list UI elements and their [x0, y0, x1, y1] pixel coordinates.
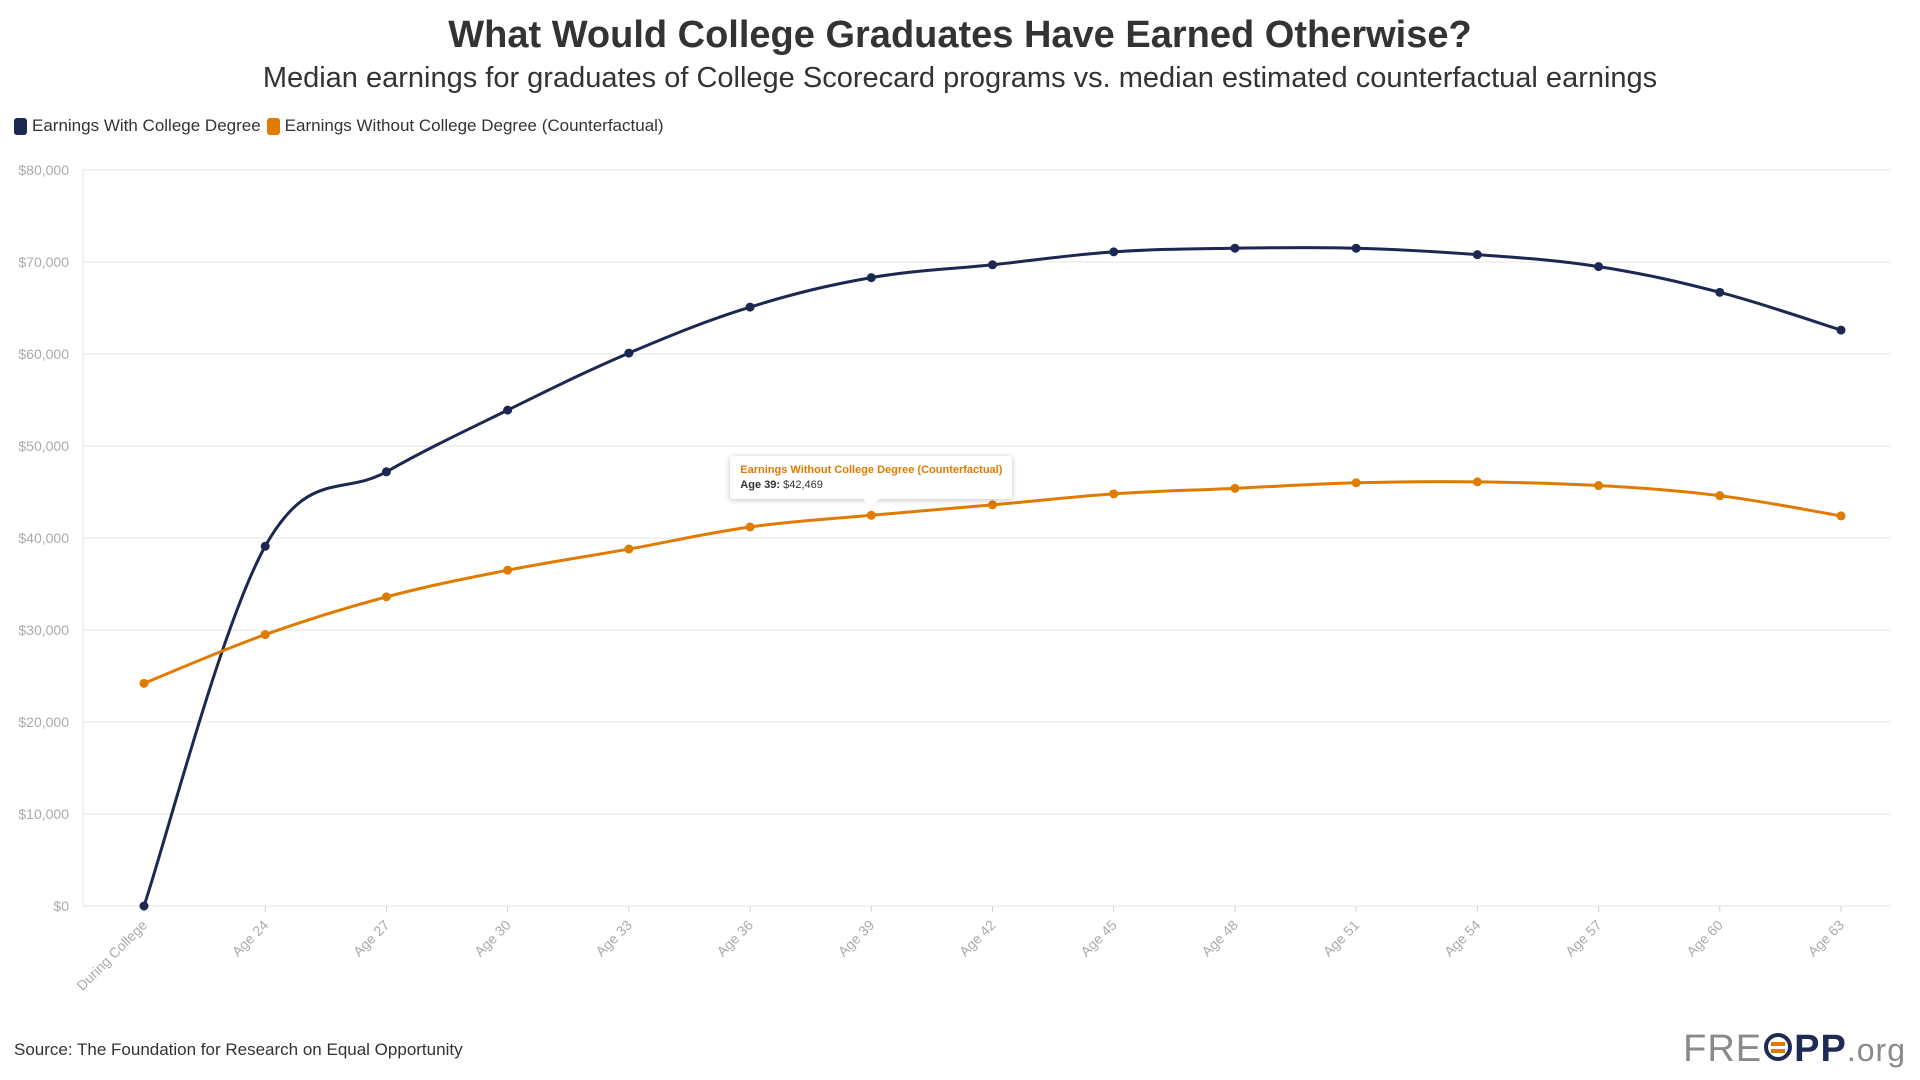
point-with-degree — [1230, 243, 1240, 253]
tooltip-series: Earnings Without College Degree (Counter… — [740, 464, 1003, 477]
freopp-logo[interactable]: FRE PP .org — [1683, 1028, 1906, 1071]
x-tick-label: Age 63 — [1804, 917, 1847, 960]
point-with-degree — [260, 541, 270, 551]
tooltip-value: $42,469 — [783, 479, 823, 492]
logo-org: .org — [1846, 1032, 1906, 1068]
legend: Earnings With College Degree Earnings Wi… — [14, 116, 670, 136]
y-tick-label: $60,000 — [18, 346, 69, 362]
tooltip-category: Age 39: — [740, 479, 781, 492]
y-tick-label: $10,000 — [18, 806, 69, 822]
logo-free: FRE — [1683, 1028, 1763, 1070]
point-with-degree — [866, 273, 876, 283]
y-tick-label: $70,000 — [18, 254, 69, 270]
point-without-degree — [988, 500, 997, 510]
series-line-without-degree — [143, 480, 1842, 685]
point-without-degree — [1472, 477, 1482, 487]
point-without-degree — [1836, 511, 1846, 521]
point-without-degree — [866, 510, 876, 520]
point-without-degree — [1230, 483, 1240, 493]
x-tick-label: Age 54 — [1441, 917, 1484, 960]
x-tick-label: Age 24 — [229, 917, 272, 960]
logo-o-mark-icon — [1764, 1033, 1793, 1061]
y-tick-label: $50,000 — [18, 438, 69, 454]
x-tick-label: Age 51 — [1320, 917, 1363, 960]
legend-swatch-with-degree — [14, 117, 27, 135]
point-without-degree — [1109, 489, 1119, 499]
x-tick-label: Age 57 — [1562, 917, 1605, 960]
point-with-degree — [1715, 287, 1725, 297]
point-without-degree — [745, 522, 755, 532]
tooltip-value-row: Age 39: $42,469 — [740, 479, 1002, 491]
source-note: Source: The Foundation for Research on E… — [14, 1040, 463, 1059]
logo-opp: PP — [1794, 1028, 1847, 1070]
chart-title: What Would College Graduates Have Earned… — [448, 14, 1472, 56]
legend-swatch-without-degree — [266, 117, 280, 135]
point-with-degree — [745, 302, 755, 312]
x-tick-label: Age 39 — [835, 917, 878, 960]
x-tick-label: Age 30 — [471, 917, 514, 960]
x-tick-label: Age 60 — [1683, 917, 1726, 960]
y-tick-label: $40,000 — [18, 530, 69, 546]
point-without-degree — [1594, 481, 1604, 491]
point-with-degree — [381, 467, 391, 477]
y-tick-label: $80,000 — [18, 162, 69, 178]
point-without-degree — [381, 592, 391, 602]
point-with-degree — [503, 405, 513, 415]
x-tick-label: Age 42 — [956, 917, 999, 960]
x-tick-label: During College — [73, 917, 150, 994]
x-tick-label: Age 48 — [1198, 917, 1241, 960]
y-tick-label: $20,000 — [18, 714, 69, 730]
x-tick-label: Age 27 — [350, 917, 393, 960]
point-with-degree — [624, 348, 634, 358]
point-with-degree — [988, 260, 997, 270]
y-tick-label: $0 — [53, 898, 69, 914]
tooltip: Earnings Without College Degree (Counter… — [730, 456, 1013, 508]
chart-subtitle: Median earnings for graduates of College… — [262, 62, 1658, 94]
point-with-degree — [1109, 247, 1119, 257]
point-without-degree — [260, 630, 270, 640]
series-line-with-degree — [142, 246, 1842, 907]
point-with-degree — [1351, 243, 1361, 253]
x-tick-label: Age 45 — [1077, 917, 1120, 960]
point-without-degree — [1715, 491, 1725, 501]
point-without-degree — [1351, 478, 1361, 488]
point-without-degree — [503, 565, 513, 575]
point-with-degree — [1472, 250, 1482, 260]
point-with-degree — [1594, 262, 1604, 272]
point-without-degree — [139, 678, 149, 688]
x-tick-label: Age 33 — [592, 917, 635, 960]
point-without-degree — [624, 544, 634, 554]
legend-label-with-degree: Earnings With College Degree — [32, 116, 261, 135]
point-with-degree — [139, 901, 149, 911]
legend-label-without-degree: Earnings Without College Degree (Counter… — [284, 116, 664, 135]
x-tick-label: Age 36 — [714, 917, 757, 960]
legend-item-without-degree[interactable]: Earnings Without College Degree (Counter… — [266, 116, 664, 136]
legend-item-with-degree[interactable]: Earnings With College Degree — [14, 116, 261, 136]
y-tick-label: $30,000 — [18, 622, 69, 638]
point-with-degree — [1836, 325, 1846, 335]
